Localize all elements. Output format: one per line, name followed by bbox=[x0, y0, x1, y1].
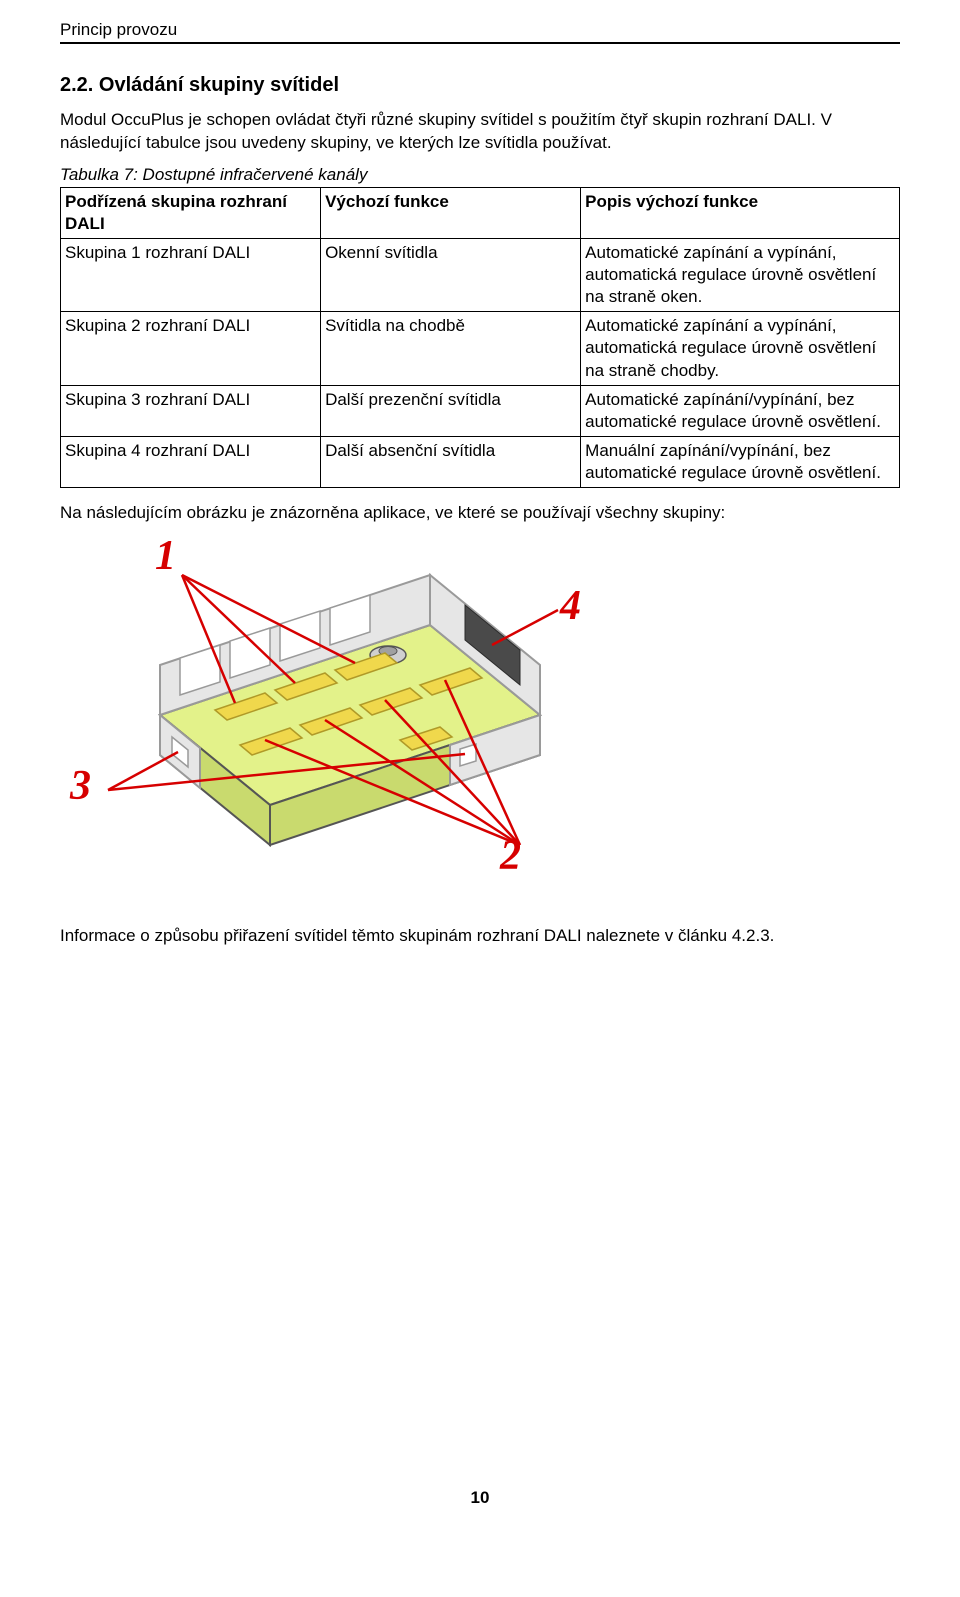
table-header-cell: Popis výchozí funkce bbox=[581, 187, 900, 238]
table-row: Skupina 4 rozhraní DALI Další absenční s… bbox=[61, 436, 900, 487]
table-row: Skupina 2 rozhraní DALI Svítidla na chod… bbox=[61, 312, 900, 385]
post-table-paragraph: Na následujícím obrázku je znázorněna ap… bbox=[60, 502, 900, 525]
channels-table: Podřízená skupina rozhraní DALI Výchozí … bbox=[60, 187, 900, 488]
table-cell: Skupina 2 rozhraní DALI bbox=[61, 312, 321, 385]
table-cell: Okenní svítidla bbox=[321, 239, 581, 312]
table-cell: Automatické zapínání a vypínání, automat… bbox=[581, 239, 900, 312]
intro-paragraph: Modul OccuPlus je schopen ovládat čtyři … bbox=[60, 109, 900, 155]
table-cell: Skupina 4 rozhraní DALI bbox=[61, 436, 321, 487]
page-container: Princip provozu 2.2. Ovládání skupiny sv… bbox=[0, 0, 960, 1548]
page-number: 10 bbox=[60, 1488, 900, 1508]
table-cell: Automatické zapínání a vypínání, automat… bbox=[581, 312, 900, 385]
table-cell: Automatické zapínání/vypínání, bez autom… bbox=[581, 385, 900, 436]
table-header-cell: Podřízená skupina rozhraní DALI bbox=[61, 187, 321, 238]
table-cell: Další absenční svítidla bbox=[321, 436, 581, 487]
header-rule bbox=[60, 42, 900, 44]
footer-paragraph: Informace o způsobu přiřazení svítidel t… bbox=[60, 925, 900, 948]
table-caption: Tabulka 7: Dostupné infračervené kanály bbox=[60, 165, 900, 185]
section-number: 2.2. bbox=[60, 74, 93, 96]
table-cell: Další prezenční svítidla bbox=[321, 385, 581, 436]
running-header: Princip provozu bbox=[60, 20, 900, 40]
table-row: Skupina 1 rozhraní DALI Okenní svítidla … bbox=[61, 239, 900, 312]
room-diagram-svg bbox=[100, 545, 580, 885]
section-heading: 2.2. Ovládání skupiny svítidel bbox=[60, 74, 900, 97]
table-cell: Manuální zapínání/vypínání, bez automati… bbox=[581, 436, 900, 487]
section-title-text: Ovládání skupiny svítidel bbox=[99, 74, 339, 96]
table-cell: Skupina 1 rozhraní DALI bbox=[61, 239, 321, 312]
table-cell: Svítidla na chodbě bbox=[321, 312, 581, 385]
callout-3: 3 bbox=[70, 765, 91, 807]
table-header-cell: Výchozí funkce bbox=[321, 187, 581, 238]
table-header-row: Podřízená skupina rozhraní DALI Výchozí … bbox=[61, 187, 900, 238]
room-figure: 1 4 3 2 bbox=[60, 535, 900, 895]
table-cell: Skupina 3 rozhraní DALI bbox=[61, 385, 321, 436]
table-row: Skupina 3 rozhraní DALI Další prezenční … bbox=[61, 385, 900, 436]
